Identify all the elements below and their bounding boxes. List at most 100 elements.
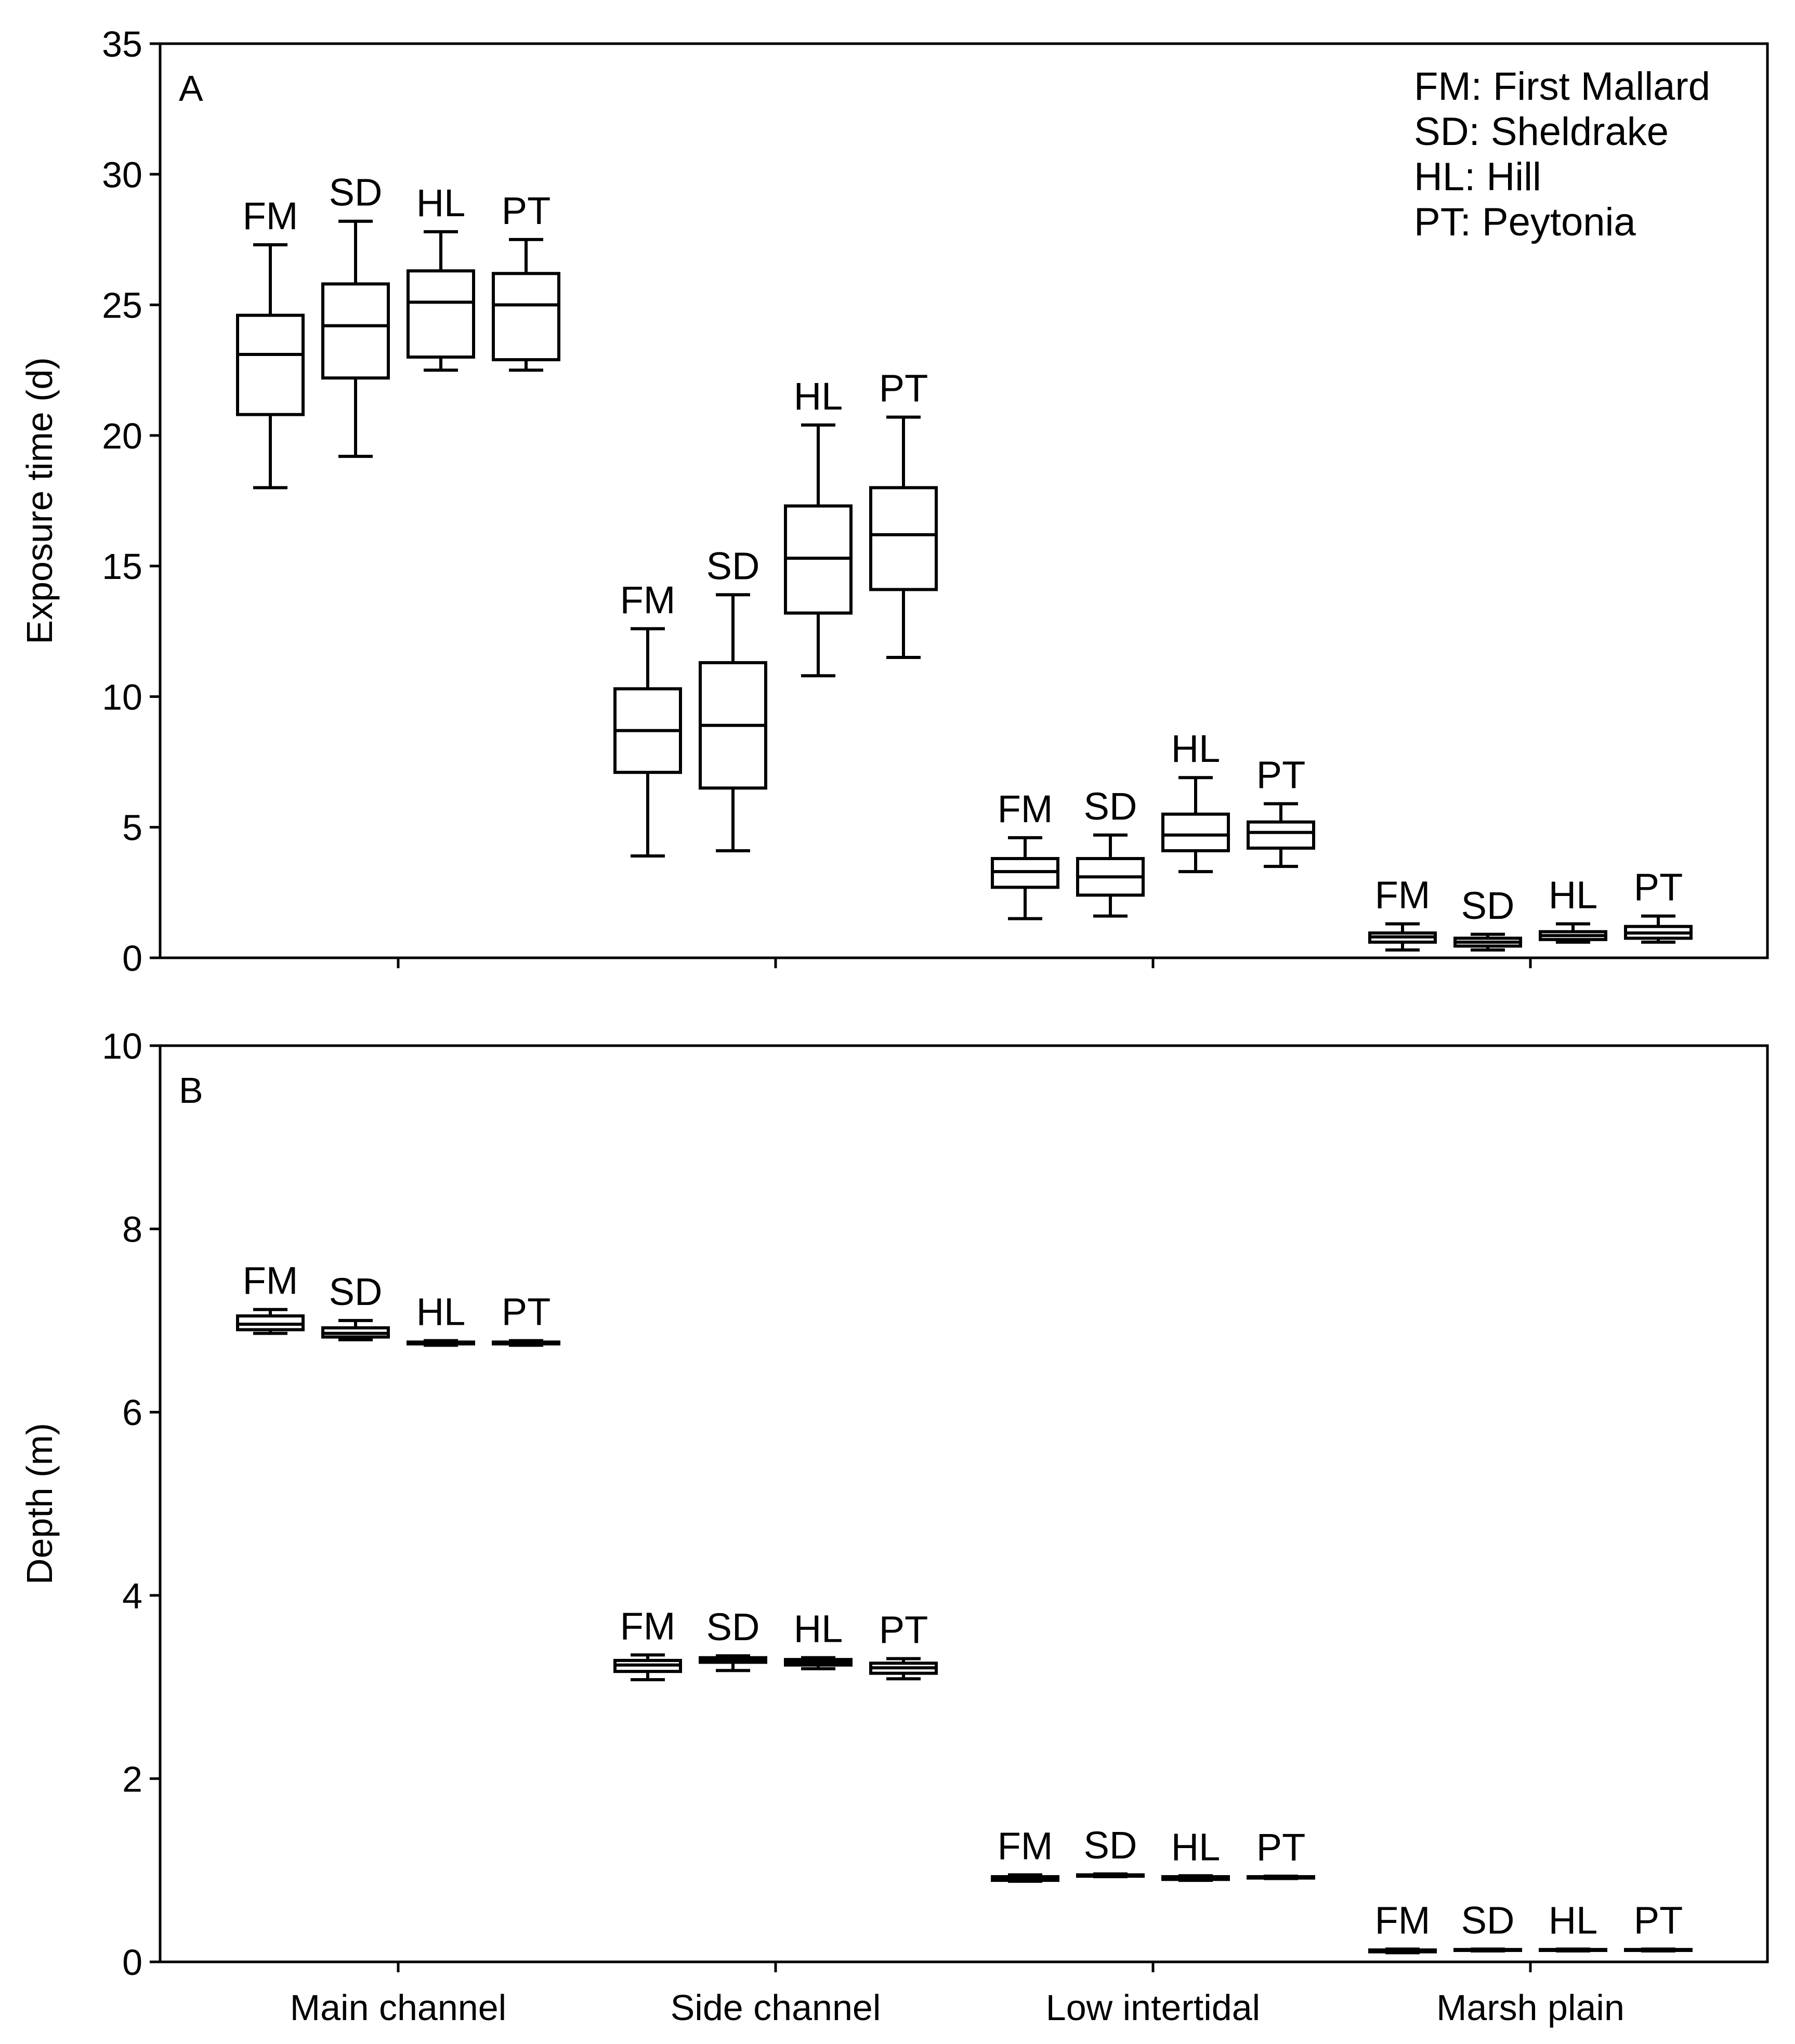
box-plot-fm: FM	[613, 1604, 682, 1681]
plot-frame	[159, 42, 1769, 959]
box-plot-pt: PT	[492, 189, 560, 372]
x-category-label: Main channel	[290, 1987, 506, 2028]
y-tick-label: 6	[122, 1392, 142, 1433]
y-tick-label: 30	[102, 154, 142, 195]
y-tick-label: 20	[102, 416, 142, 456]
box-site-label: HL	[1171, 727, 1221, 770]
box-site-label: FM	[243, 194, 298, 238]
legend-entry: SD: Sheldrake	[1414, 110, 1669, 154]
box-site-label: HL	[794, 1607, 843, 1651]
legend-entry: FM: First Mallard	[1414, 64, 1710, 109]
panel-a-exposure-time: 0 5 10 15 20 25 30 35 Exposure time (d) A FM: Firs…	[19, 24, 1769, 979]
box-plot-pt: PT	[1624, 1898, 1693, 1953]
x-category-label: Marsh plain	[1436, 1987, 1624, 2028]
y-tick-label: 35	[102, 24, 142, 64]
box-plot-fm: FM	[991, 787, 1059, 920]
box-plot-sd: SD	[1453, 884, 1522, 952]
y-tick-label: 5	[122, 808, 142, 848]
box-site-label: SD	[706, 544, 760, 587]
box-plot-fm: FM	[991, 1825, 1059, 1883]
box-site-label: FM	[620, 578, 676, 622]
box-plot-fm: FM	[1368, 874, 1437, 952]
y-tick-label: 10	[102, 677, 142, 717]
box-site-label: SD	[329, 1270, 383, 1313]
y-axis-label: Exposure time (d)	[19, 357, 60, 644]
box-site-label: SD	[706, 1605, 760, 1649]
box-plot-sd: SD	[321, 1270, 390, 1341]
box-plot-hl: HL	[407, 181, 475, 372]
box-plot-hl: HL	[784, 375, 853, 678]
box-plot-sd: SD	[321, 171, 390, 458]
box-site-label: PT	[1634, 866, 1683, 909]
box-site-label: FM	[620, 1604, 676, 1647]
interquartile-box	[1247, 820, 1315, 850]
panel-label: A	[179, 68, 203, 109]
legend-entry: PT: Peytonia	[1414, 200, 1636, 244]
interquartile-box	[321, 282, 390, 380]
y-tick-label: 8	[122, 1209, 142, 1250]
y-tick-label: 10	[102, 1026, 142, 1066]
y-tick-label: 0	[122, 1942, 142, 1983]
y-tick-label: 2	[122, 1759, 142, 1799]
box-site-label: PT	[879, 367, 928, 410]
box-site-label: SD	[1084, 1824, 1137, 1867]
box-plot-sd: SD	[1076, 785, 1145, 918]
box-site-label: PT	[1256, 753, 1306, 796]
box-plot-pt: PT	[1247, 753, 1315, 868]
panel-b-depth: 0 2 4 6 8 10 Depth (m) B Main channel Side channe…	[19, 1026, 1769, 2028]
box-site-label: HL	[416, 1290, 466, 1334]
box-plot-sd: SD	[699, 1605, 767, 1672]
box-plot-hl: HL	[407, 1290, 475, 1347]
box-plot-fm: FM	[236, 194, 305, 490]
interquartile-box	[407, 269, 475, 359]
x-category-label: Low intertidal	[1046, 1987, 1260, 2028]
interquartile-box	[492, 272, 560, 362]
box-site-label: FM	[998, 1825, 1053, 1868]
box-plot-hl: HL	[1539, 874, 1607, 944]
interquartile-box	[1161, 812, 1230, 852]
box-plot-pt: PT	[869, 367, 938, 660]
box-site-label: PT	[502, 1290, 551, 1334]
box-plot-fm: FM	[1368, 1898, 1437, 1955]
box-site-label: SD	[1084, 785, 1137, 828]
x-category-label: Side channel	[671, 1987, 881, 2028]
box-site-label: FM	[1375, 874, 1431, 917]
box-site-label: PT	[502, 189, 551, 232]
box-plot-sd: SD	[1453, 1898, 1522, 1953]
box-plot-pt: PT	[492, 1290, 560, 1347]
box-plot-pt: PT	[869, 1608, 938, 1681]
box-site-label: FM	[998, 787, 1053, 830]
box-site-label: SD	[1461, 884, 1515, 927]
box-site-label: SD	[1461, 1898, 1515, 1942]
y-tick-label: 25	[102, 285, 142, 326]
box-site-label: PT	[1256, 1826, 1306, 1869]
box-plot-hl: HL	[1161, 727, 1230, 874]
box-plot-fm: FM	[236, 1259, 305, 1335]
box-site-label: HL	[1549, 874, 1598, 917]
box-plot-pt: PT	[1247, 1826, 1315, 1880]
box-site-label: HL	[1171, 1825, 1221, 1868]
box-site-label: HL	[416, 181, 466, 225]
panel-label: B	[179, 1070, 203, 1111]
plot-frame	[159, 1044, 1769, 1963]
box-site-label: PT	[1634, 1898, 1683, 1942]
legend-entry: HL: Hill	[1414, 155, 1541, 199]
box-plot-hl: HL	[784, 1607, 853, 1670]
box-plot-fm: FM	[613, 578, 682, 858]
box-site-label: FM	[243, 1259, 298, 1302]
box-plot-pt: PT	[1624, 866, 1693, 944]
box-plot-sd: SD	[1076, 1824, 1145, 1879]
box-site-label: FM	[1375, 1898, 1431, 1942]
y-axis-label: Depth (m)	[19, 1423, 60, 1585]
box-plot-sd: SD	[699, 544, 767, 852]
box-site-label: SD	[329, 171, 383, 214]
box-plot-hl: HL	[1539, 1898, 1607, 1953]
y-tick-label: 4	[122, 1576, 142, 1616]
y-tick-label: 15	[102, 546, 142, 587]
box-site-label: HL	[1549, 1898, 1598, 1942]
interquartile-box	[869, 486, 938, 591]
interquartile-box	[236, 313, 305, 416]
box-plot-hl: HL	[1161, 1825, 1230, 1882]
box-site-label: HL	[794, 375, 843, 418]
